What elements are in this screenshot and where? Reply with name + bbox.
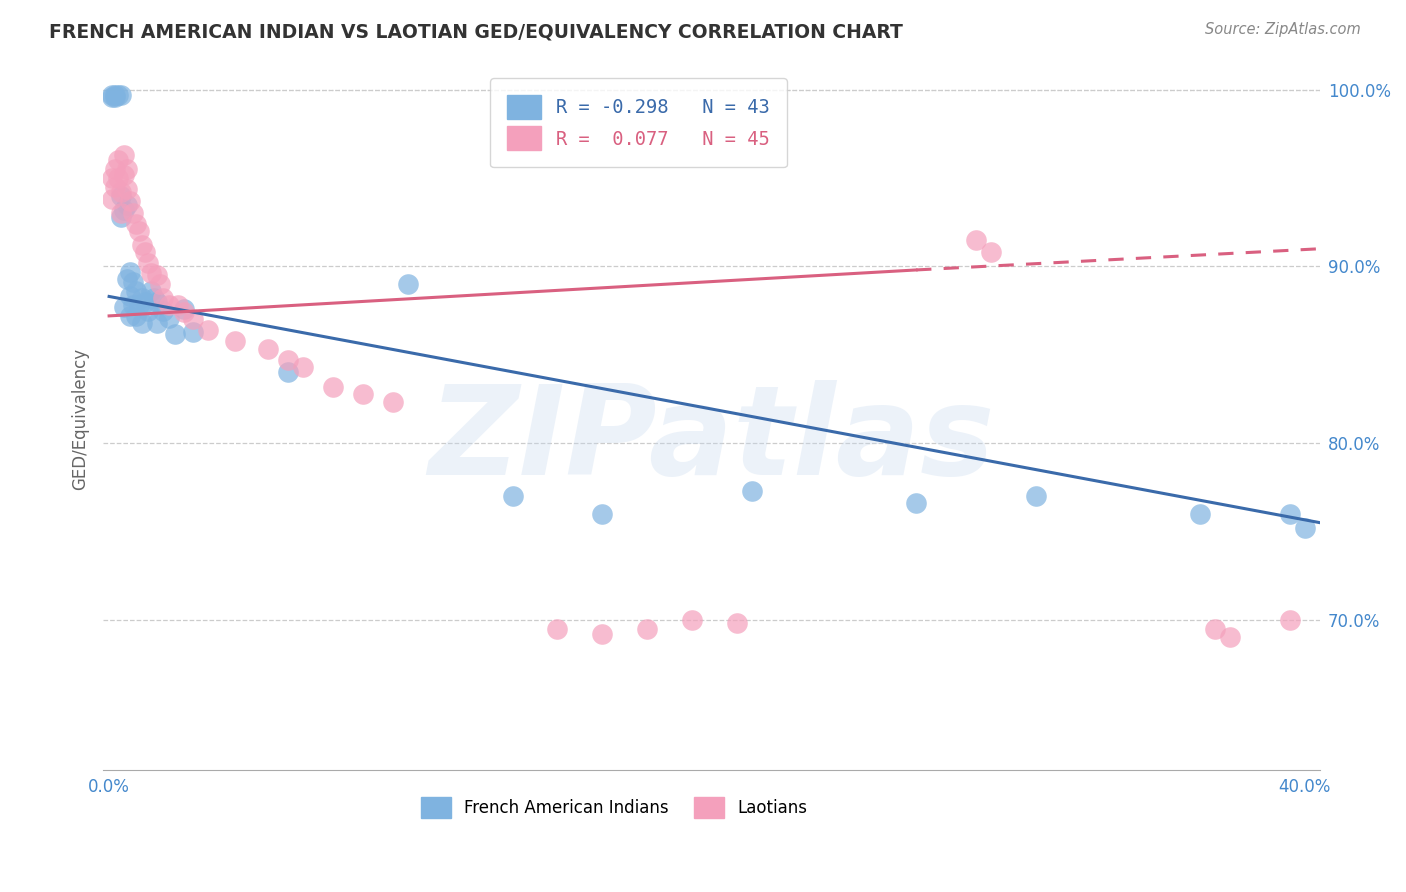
Text: FRENCH AMERICAN INDIAN VS LAOTIAN GED/EQUIVALENCY CORRELATION CHART: FRENCH AMERICAN INDIAN VS LAOTIAN GED/EQ… [49, 22, 903, 41]
Point [502, 489, 524, 503]
Point [101, 192, 124, 206]
Point [146, 268, 169, 283]
Y-axis label: GED/Equivalency: GED/Equivalency [72, 348, 89, 491]
Point [131, 291, 153, 305]
Point [224, 334, 246, 348]
Point [1278, 613, 1301, 627]
Point [104, 88, 127, 103]
Point [636, 622, 658, 636]
Point [104, 180, 127, 194]
Point [197, 323, 219, 337]
Point [118, 309, 141, 323]
Point [125, 217, 148, 231]
Point [122, 206, 145, 220]
Point [965, 233, 987, 247]
Point [139, 267, 162, 281]
Point [382, 395, 405, 409]
Point [128, 298, 150, 312]
Point [1204, 622, 1226, 636]
Point [110, 185, 132, 199]
Point [112, 300, 135, 314]
Point [101, 88, 124, 103]
Point [152, 303, 174, 318]
Point [107, 153, 129, 168]
Point [101, 90, 124, 104]
Point [122, 298, 145, 312]
Point [681, 613, 703, 627]
Point [134, 294, 156, 309]
Point [112, 168, 135, 182]
Point [396, 277, 419, 291]
Point [1219, 631, 1241, 645]
Text: Source: ZipAtlas.com: Source: ZipAtlas.com [1205, 22, 1361, 37]
Point [118, 265, 141, 279]
Point [277, 353, 299, 368]
Point [725, 616, 748, 631]
Point [134, 245, 156, 260]
Point [277, 366, 299, 380]
Point [118, 194, 141, 208]
Point [352, 386, 374, 401]
Point [322, 379, 344, 393]
Point [115, 197, 138, 211]
Point [1294, 521, 1316, 535]
Point [152, 291, 174, 305]
Point [115, 182, 138, 196]
Point [591, 507, 613, 521]
Point [546, 622, 568, 636]
Point [110, 206, 132, 220]
Point [181, 312, 204, 326]
Point [166, 298, 188, 312]
Point [980, 245, 1002, 260]
Point [112, 202, 135, 217]
Point [115, 162, 138, 177]
Point [136, 303, 159, 318]
Point [146, 294, 169, 309]
Point [136, 256, 159, 270]
Point [139, 284, 162, 298]
Point [256, 343, 278, 357]
Point [131, 238, 153, 252]
Point [1278, 507, 1301, 521]
Point [163, 326, 186, 341]
Point [118, 289, 141, 303]
Point [181, 325, 204, 339]
Point [110, 188, 132, 202]
Point [146, 316, 169, 330]
Point [112, 148, 135, 162]
Point [157, 310, 180, 325]
Point [173, 301, 195, 316]
Point [110, 210, 132, 224]
Point [101, 171, 124, 186]
Point [292, 360, 315, 375]
Point [905, 496, 928, 510]
Point [110, 88, 132, 103]
Point [104, 90, 127, 104]
Point [142, 291, 165, 305]
Point [741, 483, 763, 498]
Legend: French American Indians, Laotians: French American Indians, Laotians [415, 790, 814, 825]
Point [125, 309, 148, 323]
Text: ZIPatlas: ZIPatlas [429, 380, 994, 500]
Point [125, 284, 148, 298]
Point [157, 298, 180, 312]
Point [149, 277, 172, 291]
Point [591, 627, 613, 641]
Point [122, 276, 145, 290]
Point [1189, 507, 1212, 521]
Point [104, 162, 127, 177]
Point [115, 272, 138, 286]
Point [107, 171, 129, 186]
Point [107, 88, 129, 103]
Point [131, 316, 153, 330]
Point [128, 224, 150, 238]
Point [173, 305, 195, 319]
Point [1025, 489, 1047, 503]
